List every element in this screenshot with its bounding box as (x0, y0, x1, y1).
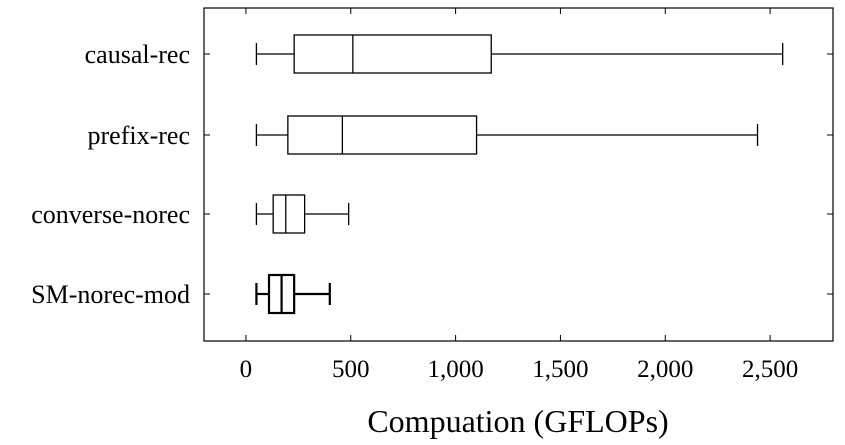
x-tick-label-0: 0 (240, 356, 253, 383)
category-label-3: SM-norec-mod (31, 280, 190, 309)
x-tick-label-2: 1,000 (427, 356, 483, 383)
chart-marks: 0 500 1,000 1,500 2,000 2,500 causal-rec prefix… (31, 8, 833, 383)
box-0 (293, 34, 492, 74)
x-tick-label-4: 2,000 (637, 356, 693, 383)
category-label-0: causal-rec (85, 40, 190, 69)
x-axis-title: Compuation (GFLOPs) (367, 403, 668, 439)
x-tick-label-3: 1,500 (532, 356, 588, 383)
category-label-1: prefix-rec (88, 121, 190, 150)
category-label-2: converse-norec (31, 200, 190, 229)
box-2 (272, 194, 306, 234)
plot-frame (203, 7, 834, 342)
box-1 (287, 115, 478, 155)
x-tick-label-1: 500 (332, 356, 370, 383)
x-tick-label-5: 2,500 (742, 356, 798, 383)
